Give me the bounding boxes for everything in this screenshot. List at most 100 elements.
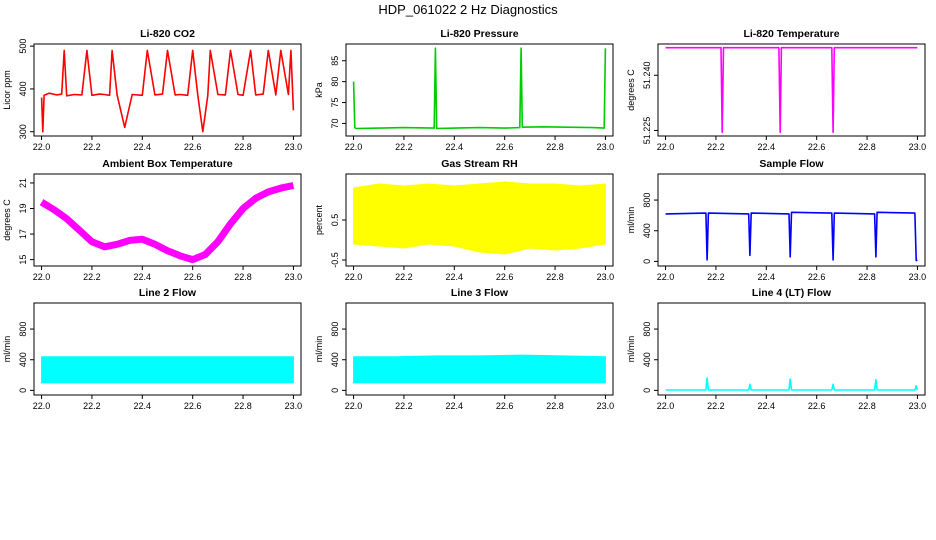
x-tick-label: 22.4 xyxy=(758,142,776,152)
y-tick-label: -0.5 xyxy=(330,252,340,268)
chart-panel: Li-820 CO2 Licor ppm 22.0 22.2 22.4 22.6 22.8 2… xyxy=(2,28,302,152)
x-tick-label: 22.6 xyxy=(184,272,202,282)
x-tick-label: 22.2 xyxy=(707,272,725,282)
chart-title: Line 2 Flow xyxy=(139,287,197,299)
series-band xyxy=(41,356,294,384)
y-tick-label: 800 xyxy=(642,193,652,208)
chart-panel: Li-820 Temperature degrees C 22.0 22.2 22.4 2… xyxy=(626,28,926,152)
y-axis-label: ml/min xyxy=(2,336,12,363)
x-tick-label: 22.6 xyxy=(184,401,202,411)
series-band xyxy=(353,181,606,255)
x-tick-label: 23.0 xyxy=(909,401,927,411)
x-tick-label: 22.6 xyxy=(496,142,514,152)
y-tick-label: 800 xyxy=(330,322,340,337)
x-tick-label: 22.0 xyxy=(657,142,675,152)
chart-panel: Line 4 (LT) Flow ml/min 22.0 22.2 22.4 22.6 22… xyxy=(626,287,926,411)
x-tick-label: 22.6 xyxy=(808,272,826,282)
chart-panel: Sample Flow ml/min 22.0 22.2 22.4 22.6 22.8 23.… xyxy=(626,158,926,282)
y-axis-label: degrees C xyxy=(2,199,12,241)
x-tick-label: 22.0 xyxy=(33,401,51,411)
y-tick-label: 400 xyxy=(330,352,340,367)
x-tick-label: 22.6 xyxy=(808,142,826,152)
y-tick-label: 85 xyxy=(330,56,340,66)
y-tick-label: 51.225 xyxy=(642,117,652,145)
y-tick-label: 400 xyxy=(18,352,28,367)
y-tick-label: 400 xyxy=(642,352,652,367)
y-tick-label: 19 xyxy=(18,203,28,213)
x-tick-label: 22.2 xyxy=(395,401,413,411)
x-tick-label: 22.6 xyxy=(496,401,514,411)
chart-title: Gas Stream RH xyxy=(441,158,517,170)
chart-title: Li-820 Temperature xyxy=(743,28,839,40)
y-tick-label: 500 xyxy=(18,39,28,54)
series-line xyxy=(665,211,918,262)
x-tick-label: 22.4 xyxy=(134,272,152,282)
x-tick-label: 22.4 xyxy=(446,272,464,282)
y-axis-label: ml/min xyxy=(626,207,636,234)
chart-title: Ambient Box Temperature xyxy=(102,158,233,170)
x-tick-label: 23.0 xyxy=(285,272,303,282)
x-tick-label: 23.0 xyxy=(285,401,303,411)
x-tick-label: 22.8 xyxy=(546,272,564,282)
x-tick-label: 22.0 xyxy=(33,272,51,282)
x-tick-label: 22.8 xyxy=(858,272,876,282)
plot-frame xyxy=(33,173,302,267)
chart-title: Li-820 CO2 xyxy=(140,28,195,40)
x-tick-label: 22.2 xyxy=(83,272,101,282)
x-tick-label: 22.2 xyxy=(395,272,413,282)
x-tick-label: 22.8 xyxy=(546,142,564,152)
y-tick-label: 800 xyxy=(642,322,652,337)
chart-panel: Gas Stream RH percent 22.0 22.2 22.4 22.6 22.8… xyxy=(314,158,614,282)
x-tick-label: 22.8 xyxy=(234,272,252,282)
y-tick-label: 400 xyxy=(642,223,652,238)
plot-frame xyxy=(657,302,926,396)
y-axis-label: Licor ppm xyxy=(2,70,12,110)
page-title: HDP_061022 2 Hz Diagnostics xyxy=(378,2,558,17)
y-tick-label: 15 xyxy=(18,255,28,265)
x-tick-label: 22.0 xyxy=(345,401,363,411)
x-tick-label: 22.2 xyxy=(83,401,101,411)
plot-frame xyxy=(345,43,614,137)
y-axis-label: degrees C xyxy=(626,69,636,111)
y-axis-label: ml/min xyxy=(626,336,636,363)
x-tick-label: 23.0 xyxy=(909,272,927,282)
series-band xyxy=(353,354,606,384)
y-tick-label: 80 xyxy=(330,77,340,87)
y-tick-label: 75 xyxy=(330,98,340,108)
y-tick-label: 51.240 xyxy=(642,62,652,90)
x-tick-label: 22.0 xyxy=(33,142,51,152)
y-tick-label: 800 xyxy=(18,322,28,337)
y-tick-label: 300 xyxy=(18,124,28,139)
y-tick-label: 70 xyxy=(330,118,340,128)
y-axis-label: percent xyxy=(314,204,324,235)
x-tick-label: 23.0 xyxy=(285,142,303,152)
x-tick-label: 22.8 xyxy=(858,142,876,152)
series-line xyxy=(665,46,918,134)
x-tick-label: 22.0 xyxy=(657,272,675,282)
chart-panel: Li-820 Pressure kPa 22.0 22.2 22.4 22.6 22.8 23… xyxy=(314,28,614,152)
y-tick-label: 0 xyxy=(642,259,652,264)
chart-panel: Line 2 Flow ml/min 22.0 22.2 22.4 22.6 22.8 23.… xyxy=(2,287,302,411)
y-axis-label: kPa xyxy=(314,82,324,98)
y-tick-label: 0 xyxy=(330,388,340,393)
x-tick-label: 22.0 xyxy=(657,401,675,411)
series-line xyxy=(665,377,919,391)
y-axis-label: ml/min xyxy=(314,336,324,363)
chart-title: Li-820 Pressure xyxy=(440,28,518,40)
chart-title: Line 4 (LT) Flow xyxy=(752,287,832,299)
chart-title: Sample Flow xyxy=(759,158,824,170)
plot-frame xyxy=(657,173,926,267)
x-tick-label: 22.8 xyxy=(234,142,252,152)
x-tick-label: 22.2 xyxy=(395,142,413,152)
plot-frame xyxy=(657,43,926,137)
y-tick-label: 17 xyxy=(18,229,28,239)
x-tick-label: 23.0 xyxy=(597,272,615,282)
y-tick-label: 400 xyxy=(18,81,28,96)
x-tick-label: 22.0 xyxy=(345,142,363,152)
x-tick-label: 22.4 xyxy=(134,142,152,152)
series-line xyxy=(39,182,295,264)
x-tick-label: 22.4 xyxy=(446,142,464,152)
x-tick-label: 22.6 xyxy=(808,401,826,411)
x-tick-label: 22.4 xyxy=(758,401,776,411)
